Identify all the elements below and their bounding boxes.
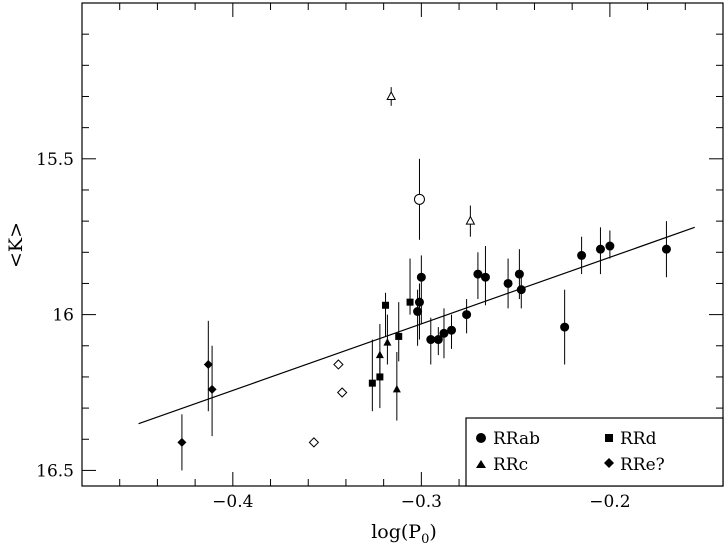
legend-label-rrab: RRab <box>493 429 540 449</box>
circle-marker <box>560 322 570 332</box>
data-point <box>395 302 403 362</box>
x-tick-label: −0.3 <box>401 492 442 512</box>
square-marker <box>406 298 414 306</box>
data-point <box>516 270 526 309</box>
data-point <box>439 308 449 359</box>
y-tick-label: 16.5 <box>36 461 74 481</box>
data-points <box>177 87 671 471</box>
diamond-marker <box>333 359 344 370</box>
data-point <box>333 359 344 370</box>
data-point <box>413 158 425 240</box>
x-axis-title: log(P0) <box>371 521 437 546</box>
circle-marker <box>473 269 483 279</box>
legend-label-rre: RRe? <box>620 455 665 475</box>
legend-label-rrc: RRc <box>493 455 528 475</box>
legend-marker-rrd <box>605 434 613 442</box>
diamond-marker <box>177 437 187 447</box>
data-point <box>433 327 443 356</box>
y-tick-label: 16 <box>52 306 74 326</box>
plot-frame <box>81 2 724 487</box>
x-tick-label: −0.2 <box>589 492 630 512</box>
axis-tick-labels: −0.4 −0.3 −0.2 15.5 16 16.5 <box>36 150 630 512</box>
data-point <box>386 87 397 106</box>
circle-marker <box>605 241 615 251</box>
data-point <box>207 345 217 437</box>
data-point <box>406 258 414 315</box>
data-point <box>392 352 401 421</box>
circle-marker <box>439 328 449 338</box>
triangle-marker <box>375 350 384 359</box>
data-point <box>595 227 605 275</box>
x-axis-title-main: log(P <box>371 521 421 543</box>
data-point <box>383 314 392 365</box>
axis-ticks <box>81 2 724 486</box>
circle-marker <box>480 272 490 282</box>
y-axis-title: <K> <box>5 222 27 268</box>
fit-line-group <box>138 226 695 425</box>
data-point <box>503 258 513 309</box>
circle-marker <box>661 244 671 254</box>
diamond-marker <box>203 359 213 369</box>
data-point <box>375 323 384 377</box>
circle-marker <box>462 310 472 320</box>
square-marker <box>395 332 403 340</box>
legend: RRab RRd RRc RRe? <box>465 417 724 487</box>
data-point <box>308 437 320 448</box>
triangle-marker <box>386 90 397 100</box>
data-point <box>577 236 587 275</box>
triangle-marker <box>392 384 401 393</box>
diamond-marker <box>308 437 320 448</box>
circle-marker <box>503 278 513 288</box>
circle-marker <box>413 306 423 316</box>
data-point <box>560 289 570 365</box>
square-marker <box>382 301 390 309</box>
circle-marker <box>516 285 526 295</box>
diamond-marker <box>207 384 217 394</box>
circle-marker <box>413 193 425 205</box>
legend-marker-rrc <box>476 460 486 468</box>
triangle-marker <box>383 338 392 346</box>
y-tick-label: 15.5 <box>36 150 74 170</box>
legend-label-rrd: RRd <box>620 429 657 449</box>
fit-line <box>138 226 695 425</box>
data-point <box>480 246 490 306</box>
data-point <box>473 252 483 300</box>
diamond-marker <box>336 387 348 398</box>
circle-marker <box>595 244 605 254</box>
circle-marker <box>433 335 443 345</box>
x-tick-label: −0.4 <box>212 492 253 512</box>
data-point <box>382 292 390 337</box>
legend-box <box>465 417 724 487</box>
circle-marker <box>577 250 587 260</box>
legend-marker-rrab <box>476 433 486 443</box>
circle-marker <box>514 269 524 279</box>
data-point <box>426 317 436 365</box>
circle-marker <box>426 335 436 345</box>
circle-marker <box>447 325 457 335</box>
data-point <box>447 314 457 349</box>
legend-marker-rre <box>604 458 614 468</box>
data-point <box>462 299 472 334</box>
data-point <box>177 414 187 471</box>
data-point <box>661 221 671 278</box>
x-axis-title-close: ) <box>429 521 436 543</box>
data-point <box>416 255 426 324</box>
circle-marker <box>416 272 426 282</box>
square-marker <box>368 379 376 387</box>
x-axis-title-subscript: 0 <box>421 532 429 546</box>
data-point <box>465 205 476 237</box>
data-point <box>368 339 376 412</box>
triangle-marker <box>465 215 476 225</box>
data-point <box>203 320 213 412</box>
data-point <box>605 230 615 259</box>
circle-marker <box>414 297 424 307</box>
data-point <box>336 387 348 398</box>
